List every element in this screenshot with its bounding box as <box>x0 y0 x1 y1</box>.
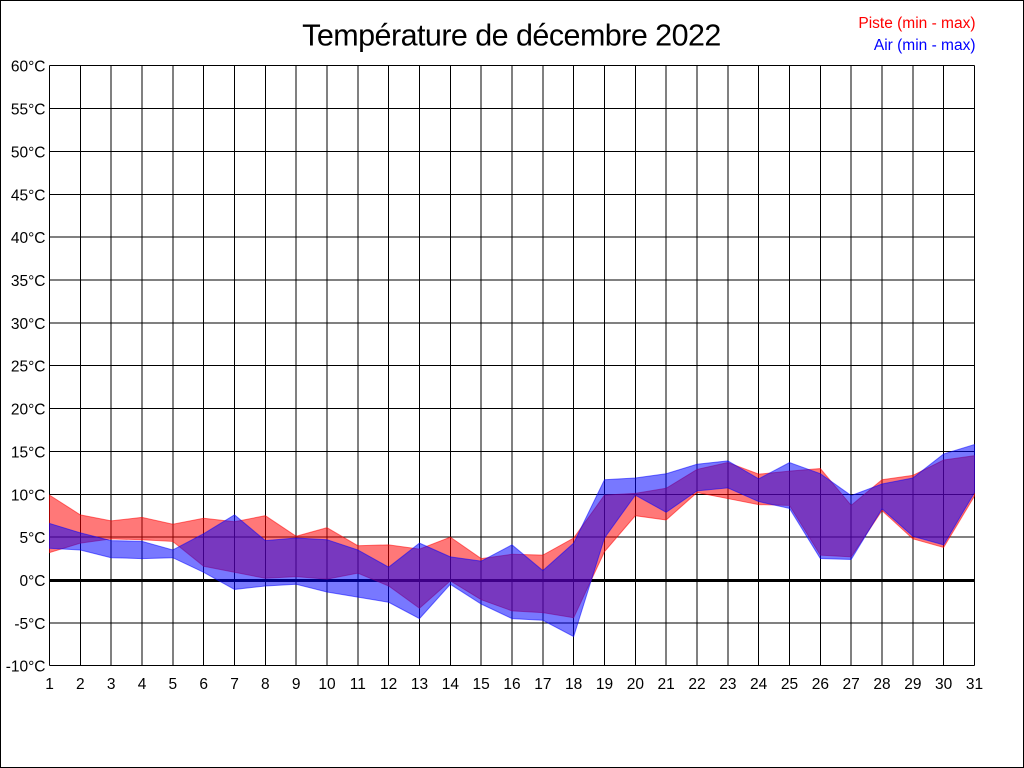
svg-text:3: 3 <box>107 676 116 693</box>
svg-text:30°C: 30°C <box>11 316 46 333</box>
svg-text:0°C: 0°C <box>19 573 45 590</box>
svg-text:20: 20 <box>627 676 645 693</box>
svg-text:23: 23 <box>719 676 736 693</box>
svg-text:17: 17 <box>534 676 551 693</box>
svg-text:14: 14 <box>442 676 460 693</box>
svg-text:13: 13 <box>411 676 428 693</box>
svg-text:28: 28 <box>873 676 890 693</box>
svg-text:Air (min - max): Air (min - max) <box>874 37 976 54</box>
svg-text:50°C: 50°C <box>11 144 46 161</box>
svg-text:Piste (min - max): Piste (min - max) <box>858 15 975 32</box>
svg-text:55°C: 55°C <box>11 102 46 119</box>
svg-text:8: 8 <box>261 676 270 693</box>
svg-text:4: 4 <box>138 676 147 693</box>
svg-text:25: 25 <box>781 676 798 693</box>
svg-text:15: 15 <box>473 676 490 693</box>
svg-text:11: 11 <box>350 676 366 693</box>
svg-text:24: 24 <box>750 676 768 693</box>
svg-text:26: 26 <box>812 676 829 693</box>
svg-text:22: 22 <box>688 676 705 693</box>
svg-text:2: 2 <box>76 676 85 693</box>
svg-text:25°C: 25°C <box>11 359 46 376</box>
svg-text:-10°C: -10°C <box>6 659 46 676</box>
svg-text:30: 30 <box>935 676 953 693</box>
svg-text:5: 5 <box>169 676 178 693</box>
svg-text:35°C: 35°C <box>11 273 46 290</box>
svg-text:40°C: 40°C <box>11 230 46 247</box>
svg-text:6: 6 <box>199 676 208 693</box>
svg-text:31: 31 <box>966 676 983 693</box>
svg-text:7: 7 <box>230 676 239 693</box>
svg-text:19: 19 <box>596 676 613 693</box>
svg-text:12: 12 <box>380 676 397 693</box>
svg-text:45°C: 45°C <box>11 187 46 204</box>
svg-text:29: 29 <box>904 676 921 693</box>
svg-text:16: 16 <box>503 676 520 693</box>
svg-text:-5°C: -5°C <box>14 616 45 633</box>
svg-text:21: 21 <box>658 676 675 693</box>
svg-text:9: 9 <box>292 676 301 693</box>
svg-text:20°C: 20°C <box>11 402 46 419</box>
svg-text:18: 18 <box>565 676 582 693</box>
svg-text:10°C: 10°C <box>11 487 46 504</box>
svg-text:15°C: 15°C <box>11 444 46 461</box>
svg-text:Température de décembre 2022: Température de décembre 2022 <box>302 19 721 53</box>
svg-text:10: 10 <box>318 676 336 693</box>
svg-text:27: 27 <box>843 676 860 693</box>
svg-text:1: 1 <box>45 676 54 693</box>
svg-text:5°C: 5°C <box>19 530 45 547</box>
svg-text:60°C: 60°C <box>11 59 46 76</box>
